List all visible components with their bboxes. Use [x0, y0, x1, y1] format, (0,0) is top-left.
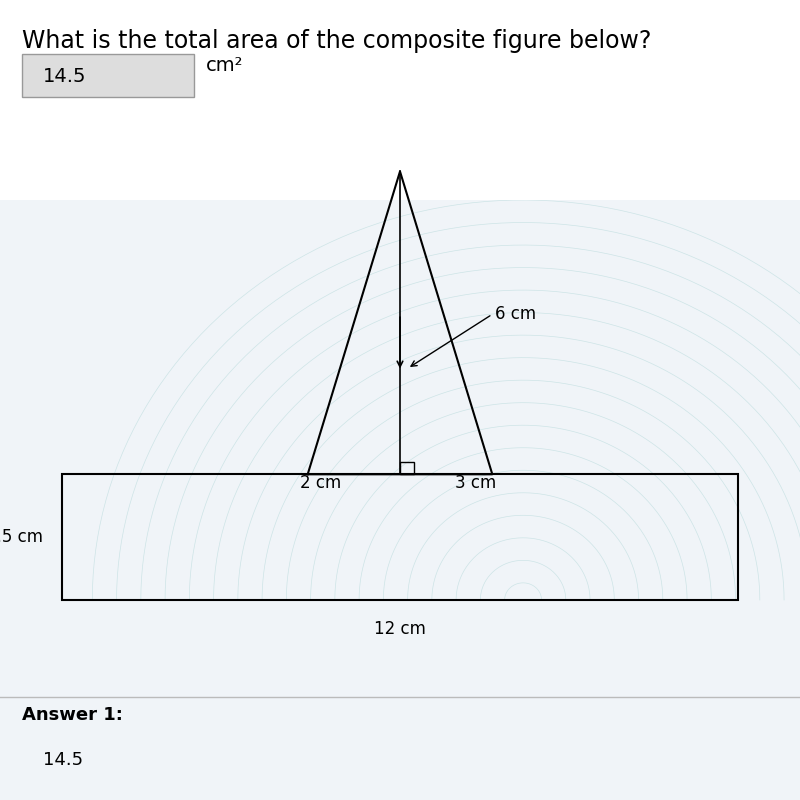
Bar	[62, 474, 738, 600]
Bar	[400, 462, 414, 474]
Text: 14.5: 14.5	[43, 751, 83, 770]
Bar	[22, 54, 194, 97]
Text: 14.5: 14.5	[43, 66, 86, 86]
Bar	[0, 0, 800, 200]
Text: 2.5 cm: 2.5 cm	[0, 528, 43, 546]
Text: Answer 1:: Answer 1:	[22, 706, 122, 724]
Text: 2 cm: 2 cm	[300, 474, 342, 492]
Text: What is the total area of the composite figure below?: What is the total area of the composite …	[22, 29, 651, 53]
Text: 3 cm: 3 cm	[455, 474, 497, 492]
Text: 6 cm: 6 cm	[495, 306, 537, 323]
Text: cm²: cm²	[206, 56, 244, 75]
Text: 12 cm: 12 cm	[374, 620, 426, 638]
